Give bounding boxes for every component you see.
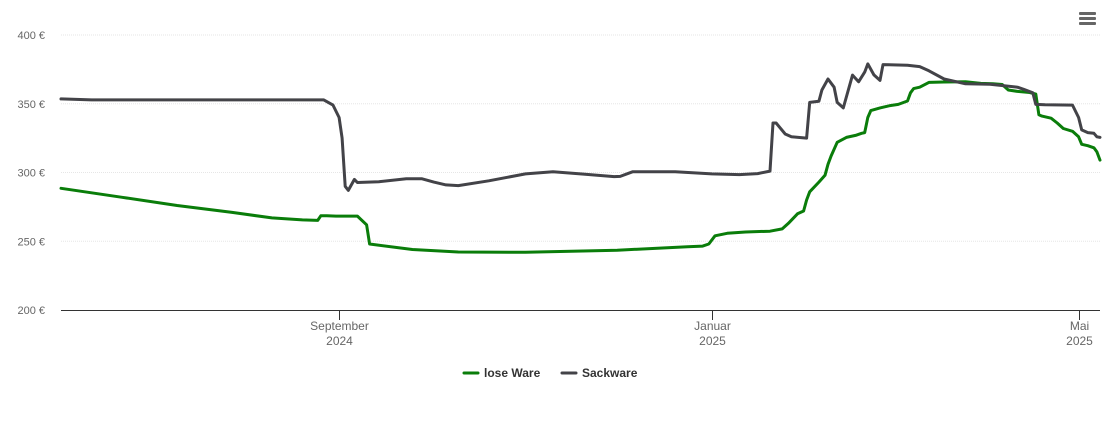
x-tick-label-year: 2024 bbox=[326, 334, 353, 348]
x-tick-label-month: Mai bbox=[1070, 319, 1089, 333]
legend-label: Sackware bbox=[582, 366, 638, 380]
legend-label: lose Ware bbox=[484, 366, 541, 380]
legend-item[interactable]: lose Ware bbox=[462, 366, 541, 380]
y-tick-label: 300 € bbox=[17, 168, 45, 180]
y-tick-label: 350 € bbox=[17, 99, 45, 111]
legend[interactable]: lose Ware Sackware bbox=[462, 366, 638, 380]
legend-item[interactable]: Sackware bbox=[560, 366, 638, 380]
y-tick-label: 400 € bbox=[17, 30, 45, 42]
x-tick-label-month: September bbox=[310, 319, 369, 333]
series-layer bbox=[59, 62, 1102, 254]
series-line-sackware bbox=[59, 62, 1102, 192]
x-tick-label-year: 2025 bbox=[1066, 334, 1093, 348]
series-line-lose-ware bbox=[59, 80, 1102, 254]
y-tick-label: 250 € bbox=[17, 236, 45, 248]
x-tick-label-month: Januar bbox=[694, 319, 731, 333]
y-axis: 200 € 250 € 300 € 350 € 400 € bbox=[17, 30, 45, 317]
x-tick-label-year: 2025 bbox=[699, 334, 726, 348]
hamburger-menu-icon[interactable] bbox=[1078, 10, 1100, 32]
y-tick-label: 200 € bbox=[17, 305, 45, 317]
